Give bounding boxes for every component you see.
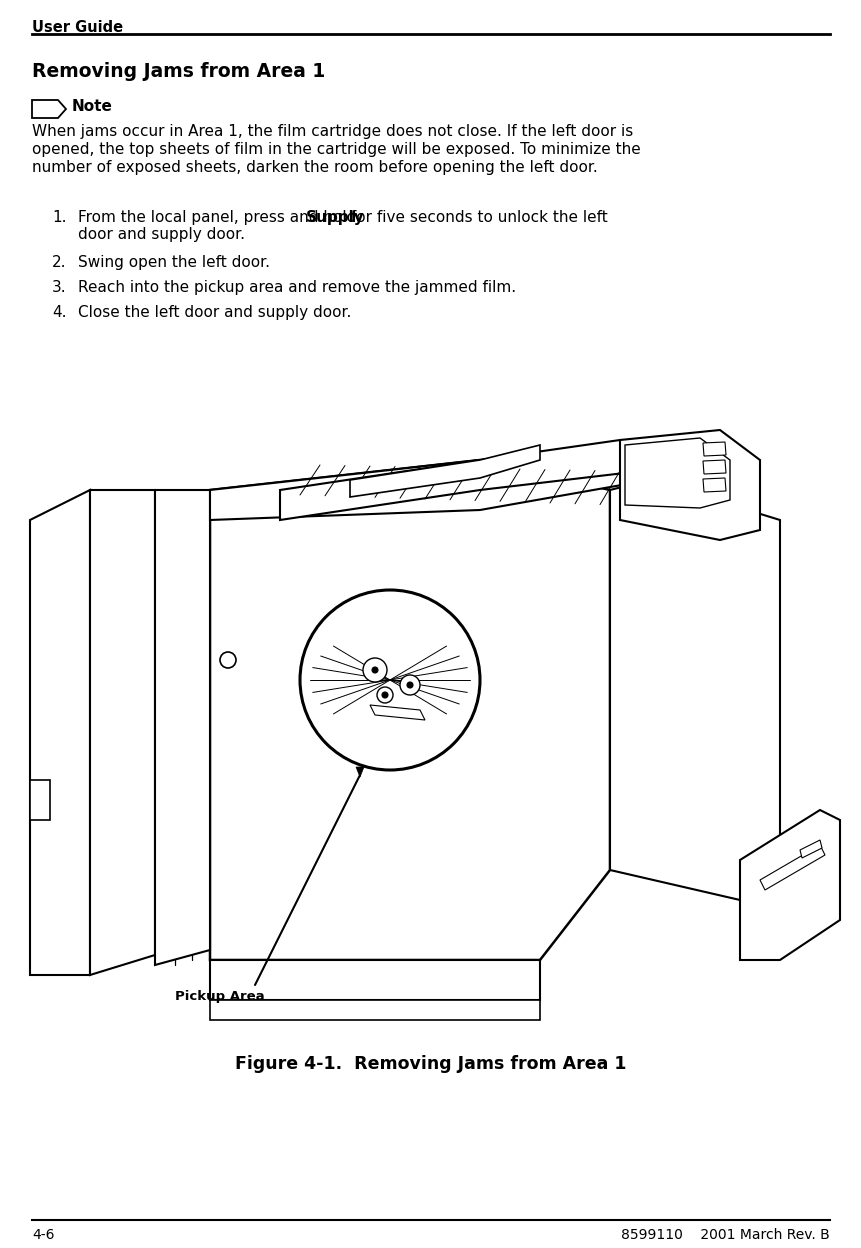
Text: 8599110    2001 March Rev. B: 8599110 2001 March Rev. B — [621, 1228, 829, 1242]
Polygon shape — [759, 845, 824, 890]
Polygon shape — [155, 490, 210, 965]
Text: 2.: 2. — [52, 255, 66, 270]
Text: number of exposed sheets, darken the room before opening the left door.: number of exposed sheets, darken the roo… — [32, 160, 597, 175]
Text: From the local panel, press and hold: From the local panel, press and hold — [77, 210, 361, 225]
Polygon shape — [799, 840, 821, 859]
Polygon shape — [210, 461, 610, 960]
Polygon shape — [624, 438, 729, 508]
Polygon shape — [739, 810, 839, 960]
Text: Supply: Supply — [305, 210, 364, 225]
Text: When jams occur in Area 1, the film cartridge does not close. If the left door i: When jams occur in Area 1, the film cart… — [32, 124, 633, 139]
Polygon shape — [210, 441, 649, 520]
Bar — [30, 369, 829, 970]
Circle shape — [376, 686, 393, 703]
Text: 4.: 4. — [52, 305, 66, 319]
Text: for five seconds to unlock the left: for five seconds to unlock the left — [346, 210, 607, 225]
Circle shape — [362, 658, 387, 681]
Polygon shape — [610, 480, 779, 900]
Polygon shape — [369, 705, 424, 720]
Circle shape — [220, 651, 236, 668]
Polygon shape — [703, 461, 725, 474]
Polygon shape — [356, 768, 363, 778]
Polygon shape — [703, 442, 725, 456]
Text: Reach into the pickup area and remove the jammed film.: Reach into the pickup area and remove th… — [77, 280, 516, 295]
Text: Removing Jams from Area 1: Removing Jams from Area 1 — [32, 62, 325, 81]
Text: Pickup Area: Pickup Area — [175, 990, 264, 1003]
Polygon shape — [90, 490, 155, 975]
Circle shape — [400, 675, 419, 695]
Text: Figure 4-1.  Removing Jams from Area 1: Figure 4-1. Removing Jams from Area 1 — [235, 1055, 626, 1073]
Polygon shape — [210, 1000, 539, 1020]
Circle shape — [406, 681, 412, 688]
Text: Swing open the left door.: Swing open the left door. — [77, 255, 269, 270]
Polygon shape — [280, 441, 649, 520]
Text: Note: Note — [72, 99, 113, 114]
Polygon shape — [350, 446, 539, 497]
Polygon shape — [703, 478, 725, 492]
Text: Close the left door and supply door.: Close the left door and supply door. — [77, 305, 351, 319]
Text: 4-6: 4-6 — [32, 1228, 54, 1242]
Text: User Guide: User Guide — [32, 20, 123, 35]
Text: door and supply door.: door and supply door. — [77, 227, 245, 242]
Text: 3.: 3. — [52, 280, 66, 295]
Polygon shape — [30, 780, 50, 820]
Polygon shape — [210, 960, 539, 1000]
Circle shape — [300, 590, 480, 770]
Text: 1.: 1. — [52, 210, 66, 225]
Text: opened, the top sheets of film in the cartridge will be exposed. To minimize the: opened, the top sheets of film in the ca… — [32, 142, 640, 157]
Circle shape — [372, 666, 378, 673]
Polygon shape — [619, 431, 759, 540]
Circle shape — [381, 691, 387, 698]
Polygon shape — [30, 490, 90, 975]
